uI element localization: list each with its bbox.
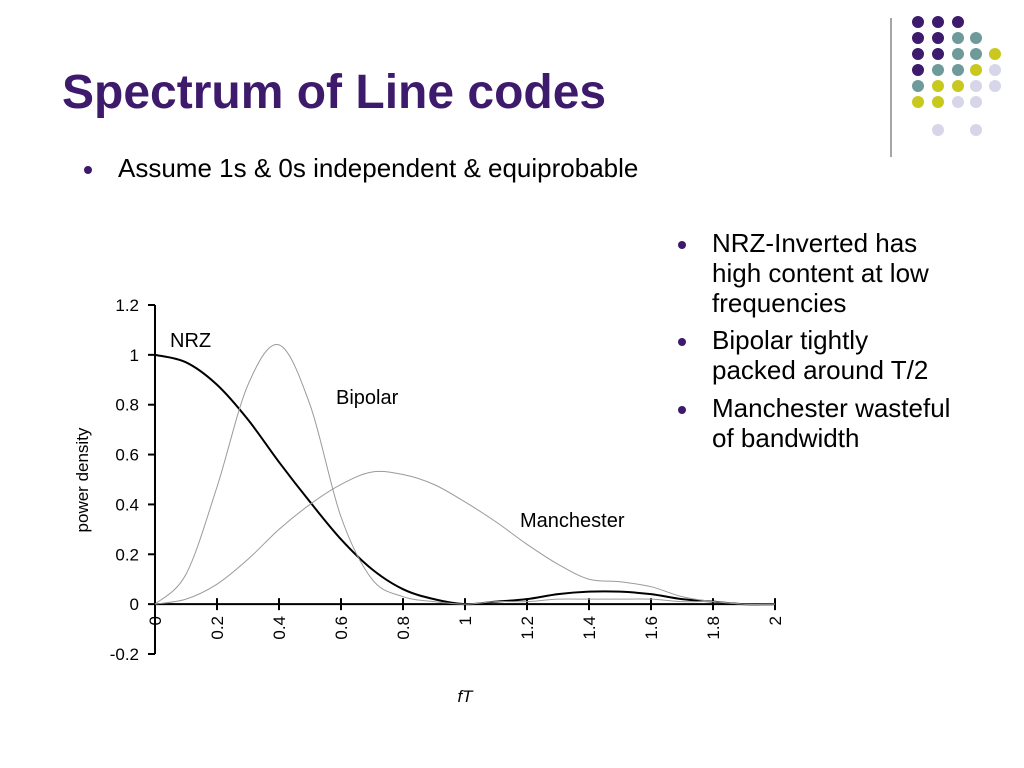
x-tick-label: 0.8 xyxy=(394,616,413,640)
y-tick-label: 0 xyxy=(130,595,139,614)
y-tick-label: 0.8 xyxy=(115,396,139,415)
series-label: Bipolar xyxy=(336,387,399,409)
y-tick-label: 1.2 xyxy=(115,296,139,315)
x-tick-label: 0 xyxy=(146,616,165,625)
y-tick-label: -0.2 xyxy=(110,645,139,664)
x-tick-label: 0.6 xyxy=(332,616,351,640)
x-tick-label: 0.2 xyxy=(208,616,227,640)
x-tick-label: 0.4 xyxy=(270,616,289,640)
decoration xyxy=(84,16,1001,414)
series-line xyxy=(154,353,776,606)
chart: -0.2 0 0.2 0.4 0.6 0.8 1 1.2 0 0.2 0.4 0.6 0.8 1 1.2 1.… xyxy=(73,296,785,706)
series-label: NRZ xyxy=(170,330,211,352)
series-line xyxy=(154,470,776,605)
y-tick-label: 0.4 xyxy=(115,495,139,514)
y-axis-label: power density xyxy=(73,427,92,532)
x-tick-label: 2 xyxy=(766,616,785,625)
y-tick-label: 0.2 xyxy=(115,545,139,564)
x-tick-label: 1 xyxy=(456,616,475,625)
y-tick-label: 1 xyxy=(130,346,139,365)
series-label: Manchester xyxy=(520,510,625,532)
y-tick-label: 0.6 xyxy=(115,446,139,465)
slide-title: Spectrum of Line codes xyxy=(62,66,606,119)
bullet: Assume 1s & 0s independent & equiprobabl… xyxy=(118,153,638,183)
series-line xyxy=(154,344,776,605)
notes: NRZ-Inverted has high content at low frequ… xyxy=(712,228,950,453)
x-tick-label: 1.6 xyxy=(642,616,661,640)
note: NRZ-Inverted has high content at low frequ… xyxy=(712,228,929,318)
note: Bipolar tightly packed around T/2 xyxy=(712,325,928,385)
x-tick-label: 1.2 xyxy=(518,616,537,640)
x-tick-label: 1.4 xyxy=(580,616,599,640)
note: Manchester wasteful of bandwidth xyxy=(712,393,950,453)
x-axis-label: fT xyxy=(457,687,474,706)
x-tick-label: 1.8 xyxy=(704,616,723,640)
